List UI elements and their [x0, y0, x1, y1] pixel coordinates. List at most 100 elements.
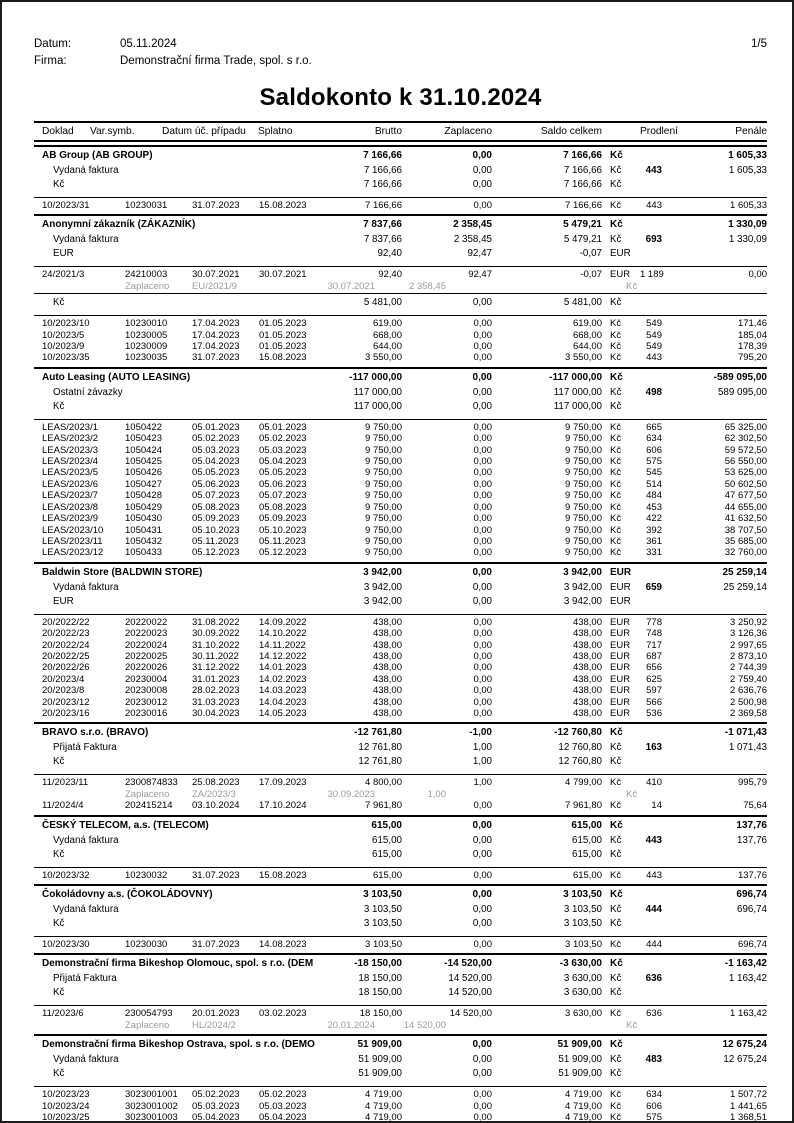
detail-row: LEAS/2023/2 1050423 05.02.2023 05.02.2023 9 … — [34, 433, 767, 444]
penale-cell: 2 997,65 — [730, 639, 767, 651]
saldo-cell: -0,07 — [580, 269, 602, 281]
zaplaceno-cell: 0,00 — [473, 939, 493, 950]
brutto-cell: -12 761,80 — [354, 727, 402, 739]
zaplaceno-cell: 1,00 — [472, 742, 492, 754]
splatno-cell: 05.07.2023 — [259, 490, 307, 502]
currency-cell: Kč — [610, 756, 622, 768]
doklad-cell — [42, 789, 125, 800]
zaplaceno-cell: 0,00 — [473, 707, 493, 719]
detail-row: LEAS/2023/6 1050427 05.06.2023 05.06.2023 9 … — [34, 479, 767, 490]
penale-cell: 185,04 — [737, 329, 767, 341]
prodleni-cell: 636 — [646, 1008, 662, 1020]
brutto-cell: 3 103,50 — [363, 889, 402, 900]
penale-cell: 1 605,33 — [728, 165, 767, 176]
datum-cell: 05.06.2023 — [192, 478, 240, 490]
doklad-cell: 10/2023/31 — [42, 200, 90, 211]
currency-cell: Kč — [610, 341, 622, 353]
penale-cell — [670, 917, 767, 931]
doklad-cell: LEAS/2023/11 — [42, 535, 103, 547]
saldo-cell: 9 750,00 — [565, 547, 602, 559]
currency-cell: Kč — [610, 1089, 622, 1101]
splatno-cell: 15.08.2023 — [259, 869, 307, 881]
currency-cell: Kč — [610, 987, 622, 999]
saldo-cell: 9 750,00 — [565, 467, 602, 479]
zaplaceno-cell: 0,00 — [472, 150, 492, 161]
prodleni-cell: 443 — [646, 352, 662, 364]
brutto-cell: 438,00 — [372, 707, 402, 719]
prodleni-cell: 443 — [645, 165, 662, 176]
zaplaceno-cell: 0,00 — [472, 1054, 492, 1066]
saldo-cell: 9 750,00 — [565, 421, 602, 433]
varsymb-cell: 10230030 — [125, 939, 168, 950]
varsymb-cell: 10230005 — [125, 329, 168, 341]
varsymb-cell: 3023001002 — [125, 1100, 178, 1112]
doklad-cell: 20/2022/26 — [42, 662, 90, 674]
zaplaceno-cell: 0,00 — [473, 685, 493, 697]
datum-cell: 05.01.2023 — [192, 421, 240, 433]
varsymb-cell: 10230031 — [125, 200, 168, 211]
currency-cell: Kč — [610, 1068, 622, 1080]
zaplaceno-cell: 92,47 — [468, 269, 492, 281]
saldo-cell — [492, 1020, 602, 1031]
prodleni-cell: 545 — [646, 467, 662, 479]
brutto-cell: 9 750,00 — [365, 467, 402, 479]
datum-cell: 05.03.2023 — [192, 1100, 240, 1112]
datum-cell: 30.04.2023 — [192, 707, 240, 719]
doklad-cell: LEAS/2023/9 — [42, 513, 98, 525]
prodleni-cell — [640, 595, 670, 609]
doc-type-cell: Vydaná faktura — [53, 1054, 119, 1066]
doklad-cell: 10/2023/32 — [42, 869, 90, 881]
currency-cell: Kč — [610, 219, 623, 231]
section-name-cell: Anonymní zákazník (ZÁKAZNÍK) — [42, 219, 196, 231]
detail-row: 24/2021/3 24210003 30.07.2021 30.07.2021 92,… — [34, 266, 767, 280]
zaplaceno-cell: 0,00 — [473, 524, 493, 536]
saldo-cell: 438,00 — [572, 650, 602, 662]
zaplaceno-cell: 0,00 — [473, 318, 493, 330]
datum-cell: 05.04.2023 — [192, 456, 240, 468]
doklad-cell: LEAS/2023/4 — [42, 456, 98, 468]
saldo-cell: 7 166,66 — [565, 200, 602, 211]
penale-cell: 178,39 — [737, 341, 767, 353]
currency-cell: Kč — [610, 444, 622, 456]
doklad-cell — [42, 1020, 125, 1031]
prodleni-cell: 392 — [646, 524, 662, 536]
saldo-cell: 7 166,66 — [563, 150, 602, 161]
penale-cell: 1 507,72 — [730, 1089, 767, 1101]
date-label: Datum: — [34, 38, 72, 50]
currency-subtotal-row: Kč 3 103,50 0,00 3 103,50 Kč — [34, 917, 767, 935]
prodleni-cell — [640, 178, 670, 192]
saldo-cell: 3 103,50 — [565, 939, 602, 950]
doklad-cell: 11/2023/11 — [42, 777, 89, 789]
penale-cell: 41 632,50 — [724, 513, 767, 525]
saldo-cell: -117 000,00 — [549, 371, 602, 383]
doklad-cell: LEAS/2023/7 — [42, 490, 98, 502]
section-name-cell: AB Group (AB GROUP) — [42, 150, 153, 161]
currency-subtotal-row: EUR 92,40 92,47 -0,07 EUR — [34, 247, 767, 265]
saldo-cell: 7 166,66 — [563, 165, 602, 176]
penale-cell: 0,00 — [748, 269, 768, 281]
penale-cell: 75,64 — [743, 800, 767, 812]
company-label: Firma: — [34, 55, 67, 67]
detail-row: LEAS/2023/11 1050432 05.11.2023 05.11.2023 9… — [34, 536, 767, 547]
varsymb-cell: 1050428 — [125, 490, 162, 502]
zaplaceno-cell: 1,00 — [472, 756, 492, 768]
currency-cell: Kč — [610, 1054, 622, 1066]
currency-label-cell: EUR — [53, 595, 74, 607]
currency-subtotal-row: EUR 3 942,00 0,00 3 942,00 EUR — [34, 595, 767, 613]
brutto-cell: 7 166,66 — [363, 150, 402, 161]
brutto-cell: 615,00 — [372, 869, 402, 881]
doc-type-cell: Vydaná faktura — [53, 581, 119, 593]
zaplaceno-cell: 14 520,00 — [449, 1008, 492, 1020]
prodleni-cell: 575 — [646, 1112, 662, 1123]
doklad-cell: 20/2023/8 — [42, 685, 85, 697]
doklad-cell: 10/2023/35 — [42, 352, 90, 364]
prodleni-cell: 549 — [646, 318, 662, 330]
penale-cell: 2 873,10 — [730, 650, 767, 662]
penale-cell: 25 259,14 — [723, 581, 767, 593]
zaplaceno-cell: 0,00 — [472, 904, 492, 915]
varsymb-cell: 20220024 — [125, 639, 168, 651]
detail-row: 20/2022/26 20220026 31.12.2022 14.01.2023 43… — [34, 662, 767, 673]
splatno-cell: 05.06.2023 — [259, 478, 307, 490]
prodleni-cell — [640, 1020, 670, 1031]
